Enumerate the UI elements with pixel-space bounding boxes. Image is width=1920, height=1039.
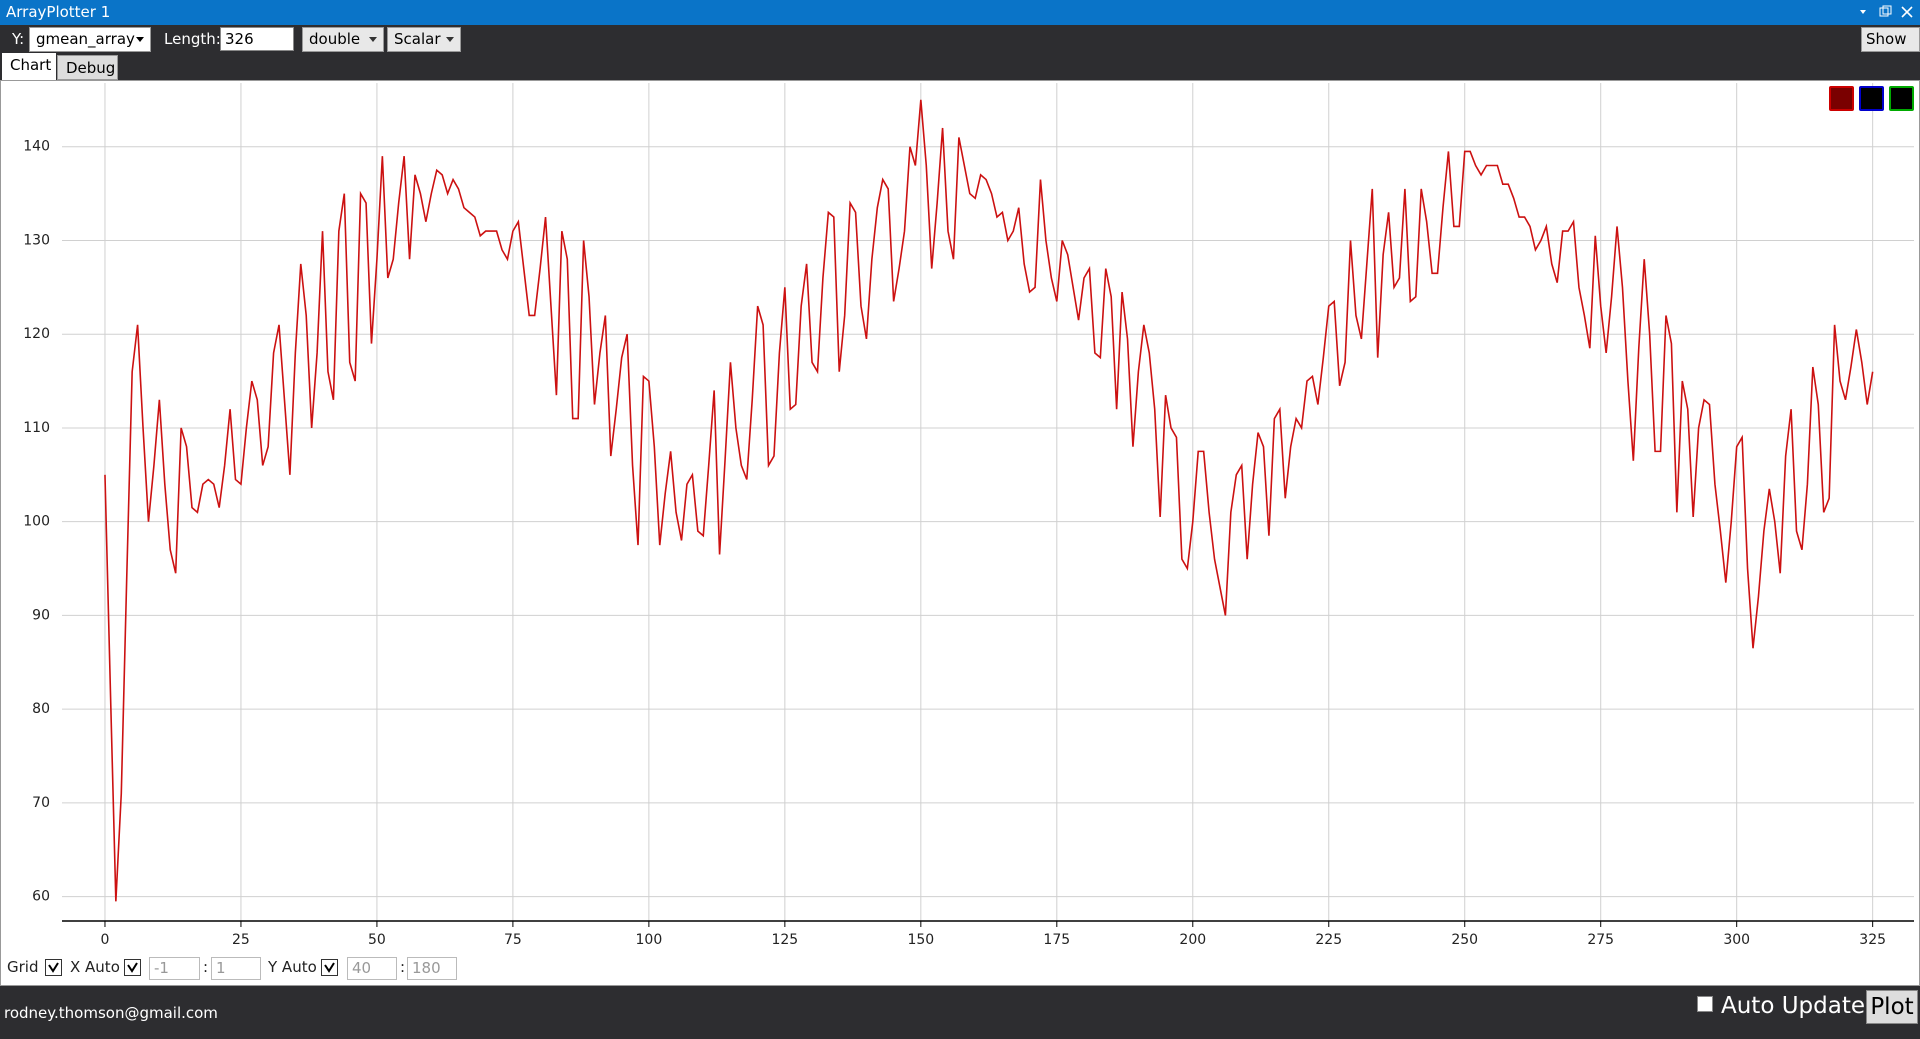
window-title: ArrayPlotter 1 (6, 3, 111, 21)
x-tick-label: 100 (636, 932, 663, 948)
y-tick-label: 80 (32, 701, 50, 717)
y-separator: : (400, 958, 406, 976)
grid-label: Grid (7, 958, 39, 976)
color-swatch[interactable] (1889, 86, 1914, 111)
y-tick-label: 120 (23, 326, 50, 342)
y-tick-label: 110 (23, 420, 50, 436)
y-min-input[interactable]: 40 (347, 957, 397, 980)
y-auto-label: Y Auto (268, 958, 317, 976)
length-label: Length: (164, 30, 221, 48)
auto-update-checkbox[interactable] (1697, 996, 1713, 1012)
auto-update-label: Auto Update (1721, 993, 1866, 1019)
x-tick-label: 150 (907, 932, 934, 948)
y-label: Y: (12, 30, 25, 48)
chart: 60 70 80 90 100 110 120 130 140 0 25 50 75 100 125 150 1… (23, 83, 1914, 948)
tab-strip: Chart Debug (0, 53, 1920, 80)
type-select[interactable]: double (302, 27, 384, 52)
y-tick-label: 90 (32, 607, 50, 623)
show-x-button[interactable]: Show X (1861, 27, 1920, 71)
length-input[interactable]: 326 (220, 27, 294, 51)
x-tick-label: 325 (1859, 932, 1886, 948)
toolbar: Y: gmean_array Length: 326 double Scalar… (0, 25, 1920, 71)
mode-select[interactable]: Scalar (387, 27, 461, 52)
y-tick-label: 60 (32, 889, 50, 905)
y-tick-label: 140 (23, 139, 50, 155)
color-swatch[interactable] (1829, 86, 1854, 111)
email: rodney.thomson@gmail.com (4, 1004, 218, 1022)
y-auto-checkbox[interactable] (321, 959, 338, 976)
type-select-text: double (309, 30, 361, 48)
x-tick-label: 175 (1043, 932, 1070, 948)
axis-controls: Grid X Auto -1 : 1 Y Auto 40 : 180 (0, 955, 1920, 983)
x-max-input[interactable]: 1 (211, 957, 261, 980)
data-line (104, 99, 1874, 902)
x-separator: : (203, 958, 209, 976)
color-swatch[interactable] (1859, 86, 1884, 111)
x-tick-label: 50 (368, 932, 386, 948)
x-tick-label: 300 (1723, 932, 1750, 948)
y-tick-label: 70 (32, 795, 50, 811)
x-tick-label: 25 (232, 932, 250, 948)
x-tick-label: 75 (504, 932, 522, 948)
y-tick-label: 130 (23, 232, 50, 248)
x-tick-label: 275 (1587, 932, 1614, 948)
mode-select-text: Scalar (394, 30, 441, 48)
plot-button[interactable]: Plot (1866, 990, 1918, 1024)
y-tick-label: 100 (23, 514, 50, 530)
y-max-input[interactable]: 180 (407, 957, 457, 980)
tab[interactable]: Debug (57, 55, 118, 80)
title-bar: ArrayPlotter 1 (0, 0, 1920, 25)
x-tick-label: 125 (771, 932, 798, 948)
y-select[interactable]: gmean_array (29, 27, 151, 52)
chart-panel: 60 70 80 90 100 110 120 130 140 0 25 50 75 100 125 150 1… (0, 80, 1920, 986)
x-tick-label: 225 (1315, 932, 1342, 948)
status-bar: rodney.thomson@gmail.com Auto Update Plo… (0, 986, 1920, 1039)
window-buttons[interactable] (1858, 5, 1918, 21)
x-min-input[interactable]: -1 (149, 957, 200, 980)
x-tick-label: 200 (1179, 932, 1206, 948)
tab[interactable]: Chart (2, 53, 56, 80)
y-select-text: gmean_array (36, 30, 135, 48)
x-auto-label: X Auto (70, 958, 120, 976)
x-tick-label: 0 (101, 932, 110, 948)
x-auto-checkbox[interactable] (124, 959, 141, 976)
x-tick-label: 250 (1451, 932, 1478, 948)
grid-checkbox[interactable] (45, 959, 62, 976)
